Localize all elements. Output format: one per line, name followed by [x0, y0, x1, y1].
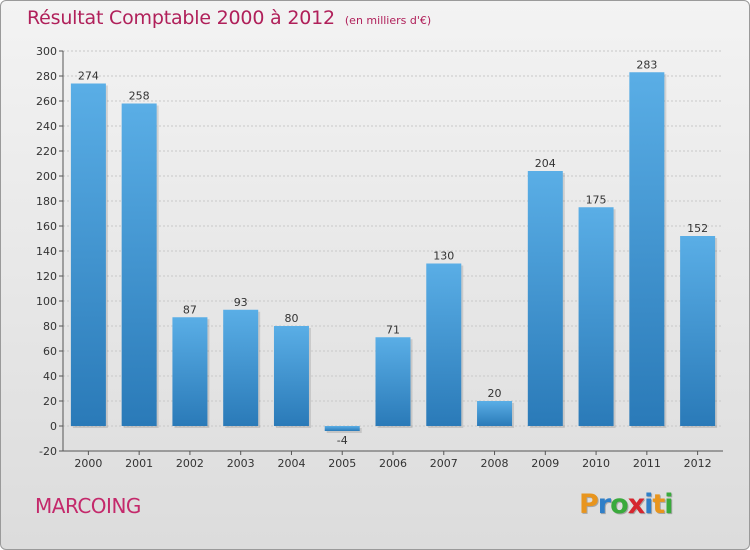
bar-2001 — [121, 103, 157, 426]
bar-2006 — [375, 337, 411, 426]
data-label-2011: 283 — [636, 58, 657, 71]
bar-2002 — [172, 317, 208, 426]
y-tick-label: 60 — [43, 345, 57, 358]
data-labels: 274 258 87 93 80 -4 71 130 20 204 175 283 152 — [78, 58, 708, 447]
logo-letter: P — [579, 489, 599, 520]
x-tick-label: 2008 — [481, 457, 509, 470]
x-tick-label: 2011 — [633, 457, 661, 470]
y-tick-label: 260 — [36, 95, 57, 108]
data-label-2005: -4 — [337, 434, 348, 447]
y-tick-label: 160 — [36, 220, 57, 233]
logo-letter: i — [664, 489, 673, 520]
bar-2005 — [324, 426, 360, 431]
x-tick-label: 2009 — [531, 457, 559, 470]
x-tick-label: 2004 — [277, 457, 305, 470]
y-tick-label: 240 — [36, 120, 57, 133]
logo-letter: r — [597, 489, 611, 520]
logo-letter: o — [610, 489, 629, 520]
x-tick-label: 2005 — [328, 457, 356, 470]
chart-subtitle: (en milliers d'€) — [344, 14, 432, 27]
y-tick-label: 220 — [36, 145, 57, 158]
x-tick-label: 2007 — [430, 457, 458, 470]
x-tick-label: 2006 — [379, 457, 407, 470]
data-label-2004: 80 — [284, 312, 298, 325]
bar-2010 — [578, 207, 614, 426]
data-label-2000: 274 — [78, 70, 99, 83]
y-tick-label: 20 — [43, 395, 57, 408]
bar-2011 — [629, 72, 665, 426]
y-tick-label: 140 — [36, 245, 57, 258]
y-tick-label: 120 — [36, 270, 57, 283]
bar-2004 — [273, 326, 309, 426]
data-label-2001: 258 — [129, 90, 150, 103]
data-label-2009: 204 — [535, 157, 556, 170]
data-label-2002: 87 — [183, 303, 197, 316]
data-label-2006: 71 — [386, 323, 400, 336]
commune-name: MARCOING — [35, 494, 141, 518]
bar-2007 — [426, 263, 462, 426]
x-tick-label: 2002 — [176, 457, 204, 470]
x-tick-label: 2010 — [582, 457, 610, 470]
bars — [70, 72, 718, 433]
logo-letter: i — [644, 489, 653, 520]
bar-2000 — [70, 83, 106, 426]
bar-2008 — [477, 401, 513, 426]
data-label-2003: 93 — [234, 296, 248, 309]
bar-2003 — [223, 309, 259, 426]
data-label-2012: 152 — [687, 222, 708, 235]
bar-2009 — [527, 171, 563, 426]
data-label-2010: 175 — [586, 193, 607, 206]
bar-2012 — [680, 236, 716, 426]
y-tick-label: 300 — [36, 45, 57, 58]
y-tick-label: 40 — [43, 370, 57, 383]
y-tick-label: 0 — [50, 420, 57, 433]
y-tick-label: 80 — [43, 320, 57, 333]
proxiti-logo: Proxiti — [579, 489, 674, 520]
logo-letter: x — [627, 489, 645, 520]
axes: -200204060801001201401601802002202402602… — [36, 45, 723, 470]
y-tick-label: 200 — [36, 170, 57, 183]
y-tick-label: 100 — [36, 295, 57, 308]
y-tick-label: 180 — [36, 195, 57, 208]
x-tick-label: 2001 — [125, 457, 153, 470]
x-tick-label: 2012 — [684, 457, 712, 470]
data-label-2008: 20 — [488, 387, 502, 400]
y-tick-label: -20 — [39, 445, 57, 458]
title-line: Résultat Comptable 2000 à 2012 (en millie… — [27, 7, 431, 29]
y-tick-label: 280 — [36, 70, 57, 83]
chart-title: Résultat Comptable 2000 à 2012 — [27, 7, 335, 29]
x-tick-label: 2003 — [227, 457, 255, 470]
x-tick-label: 2000 — [74, 457, 102, 470]
data-label-2007: 130 — [433, 250, 454, 263]
logo-letter: t — [652, 489, 665, 520]
